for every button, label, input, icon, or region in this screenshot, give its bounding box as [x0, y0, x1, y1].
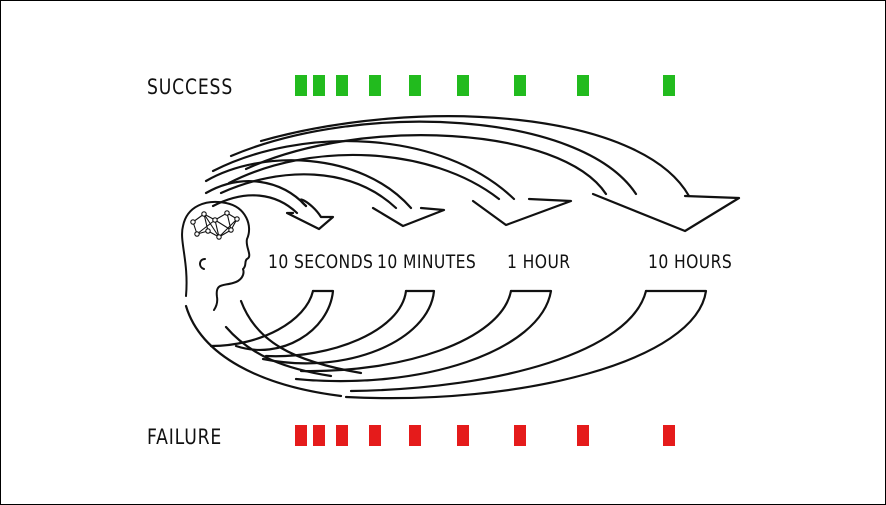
interval-label-10-seconds: 10 SECONDS	[268, 251, 374, 273]
lower-arrow-10-seconds	[209, 289, 315, 348]
interval-label-1-hour: 1 HOUR	[507, 251, 571, 273]
failure-block	[663, 425, 675, 446]
head-with-neural-network-icon	[181, 201, 251, 311]
failure-block	[457, 425, 469, 446]
failure-block	[514, 425, 526, 446]
failure-block	[369, 425, 381, 446]
upper-arrow-10-hours	[229, 120, 638, 196]
upper-arrow-10-minutes	[204, 159, 413, 210]
lower-arrow-10-minutes	[264, 289, 408, 358]
success-block	[369, 75, 381, 96]
success-block	[336, 75, 348, 96]
failure-block	[295, 425, 307, 446]
lower-arrow-1-hour	[299, 289, 513, 373]
success-block	[457, 75, 469, 96]
failure-block	[577, 425, 589, 446]
upper-arrow-10-seconds	[204, 180, 308, 208]
success-block	[514, 75, 526, 96]
success-label: SUCCESS	[147, 75, 234, 99]
failure-block	[409, 425, 421, 446]
interval-label-10-minutes: 10 MINUTES	[377, 251, 477, 273]
success-block	[295, 75, 307, 96]
lower-arrow-10-hours	[349, 289, 648, 393]
success-block	[409, 75, 421, 96]
upper-arrow-1-hour	[211, 140, 516, 201]
interval-label-10-hours: 10 HOURS	[648, 251, 733, 273]
success-block	[577, 75, 589, 96]
failure-block	[313, 425, 325, 446]
success-block	[663, 75, 675, 96]
success-block	[313, 75, 325, 96]
failure-label: FAILURE	[147, 425, 223, 449]
failure-block	[336, 425, 348, 446]
